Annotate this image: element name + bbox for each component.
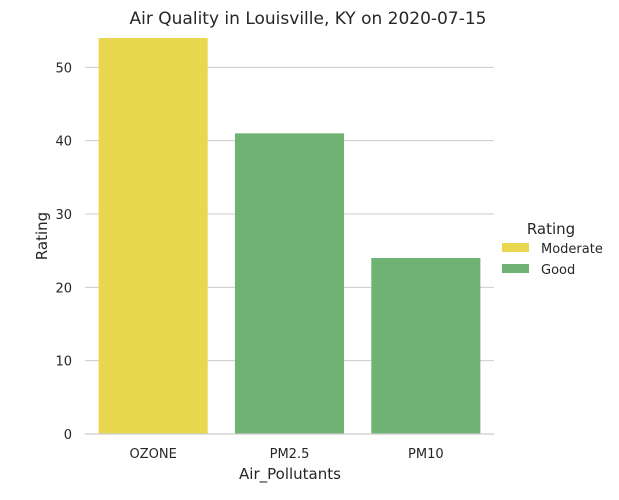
legend-label: Good <box>541 263 575 278</box>
bar <box>371 258 481 434</box>
y-tick-label: 20 <box>55 281 72 296</box>
chart-title: Air Quality in Louisville, KY on 2020-07… <box>130 9 487 29</box>
y-tick-label: 50 <box>55 61 72 76</box>
bars <box>98 38 481 435</box>
bar <box>234 133 345 435</box>
legend: Rating Moderate Good <box>502 220 603 278</box>
y-axis-ticks: 0 10 20 30 40 50 <box>55 61 72 443</box>
y-tick-label: 0 <box>64 428 72 443</box>
bar <box>98 38 208 434</box>
y-tick-label: 30 <box>55 208 72 223</box>
x-axis-label: Air_Pollutants <box>239 465 341 484</box>
x-tick-label: OZONE <box>130 447 177 462</box>
x-axis-ticks: OZONE PM2.5 PM10 <box>130 447 444 462</box>
legend-title: Rating <box>527 220 575 238</box>
legend-swatch <box>502 264 529 273</box>
x-tick-label: PM10 <box>408 447 444 462</box>
x-tick-label: PM2.5 <box>270 447 310 462</box>
legend-label: Moderate <box>541 242 603 257</box>
legend-swatch <box>502 243 529 252</box>
y-tick-label: 10 <box>55 355 72 370</box>
y-tick-label: 40 <box>55 135 72 150</box>
y-axis-label: Rating <box>33 212 51 260</box>
